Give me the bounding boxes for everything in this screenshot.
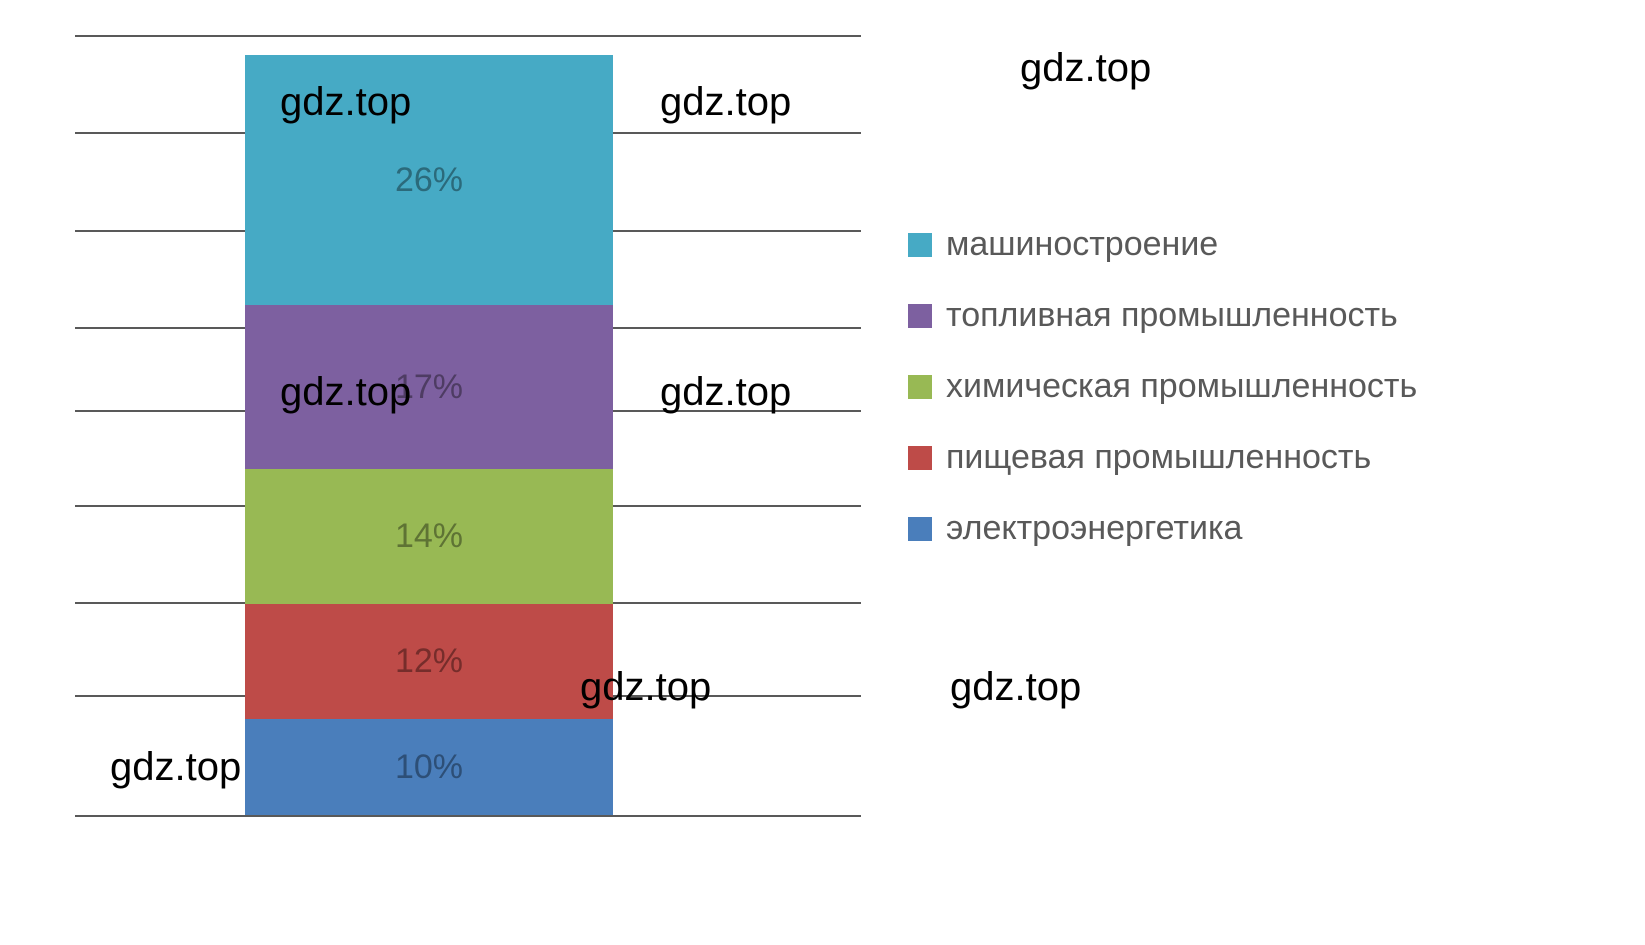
legend: машиностроение топливная промышленность хи…: [908, 225, 1417, 580]
watermark-label: gdz.top: [660, 80, 791, 125]
watermark-label: gdz.top: [280, 80, 411, 125]
watermark-label: gdz.top: [110, 745, 241, 790]
bar-segment-electricity: 10%: [245, 719, 613, 815]
legend-item-fuel: топливная промышленность: [908, 296, 1417, 335]
legend-label: химическая промышленность: [946, 367, 1417, 406]
watermark-label: gdz.top: [1020, 46, 1151, 91]
watermark-label: gdz.top: [660, 370, 791, 415]
bar-segment-food: 12%: [245, 604, 613, 719]
legend-swatch: [908, 375, 932, 399]
watermark-label: gdz.top: [580, 665, 711, 710]
bar-segment-label: 14%: [395, 517, 463, 556]
stacked-bar: 10%12%14%17%26%: [245, 55, 613, 815]
legend-swatch: [908, 304, 932, 328]
gridline: [75, 815, 861, 817]
legend-swatch: [908, 517, 932, 541]
bar-segment-chemical: 14%: [245, 469, 613, 604]
legend-item-machinery: машиностроение: [908, 225, 1417, 264]
chart-container: 10%12%14%17%26% машиностроениетопливная …: [0, 0, 1645, 945]
legend-item-chemical: химическая промышленность: [908, 367, 1417, 406]
watermark-label: gdz.top: [950, 665, 1081, 710]
bar-segment-label: 26%: [395, 161, 463, 200]
legend-swatch: [908, 446, 932, 470]
legend-label: электроэнергетика: [946, 509, 1242, 548]
watermark-label: gdz.top: [280, 370, 411, 415]
legend-label: пищевая промышленность: [946, 438, 1371, 477]
legend-swatch: [908, 233, 932, 257]
legend-item-food: пищевая промышленность: [908, 438, 1417, 477]
legend-label: машиностроение: [946, 225, 1218, 264]
plot-area: 10%12%14%17%26%: [75, 35, 861, 815]
legend-label: топливная промышленность: [946, 296, 1398, 335]
legend-item-electricity: электроэнергетика: [908, 509, 1417, 548]
bar-segment-label: 10%: [395, 748, 463, 787]
gridline: [75, 35, 861, 37]
bar-segment-label: 12%: [395, 642, 463, 681]
